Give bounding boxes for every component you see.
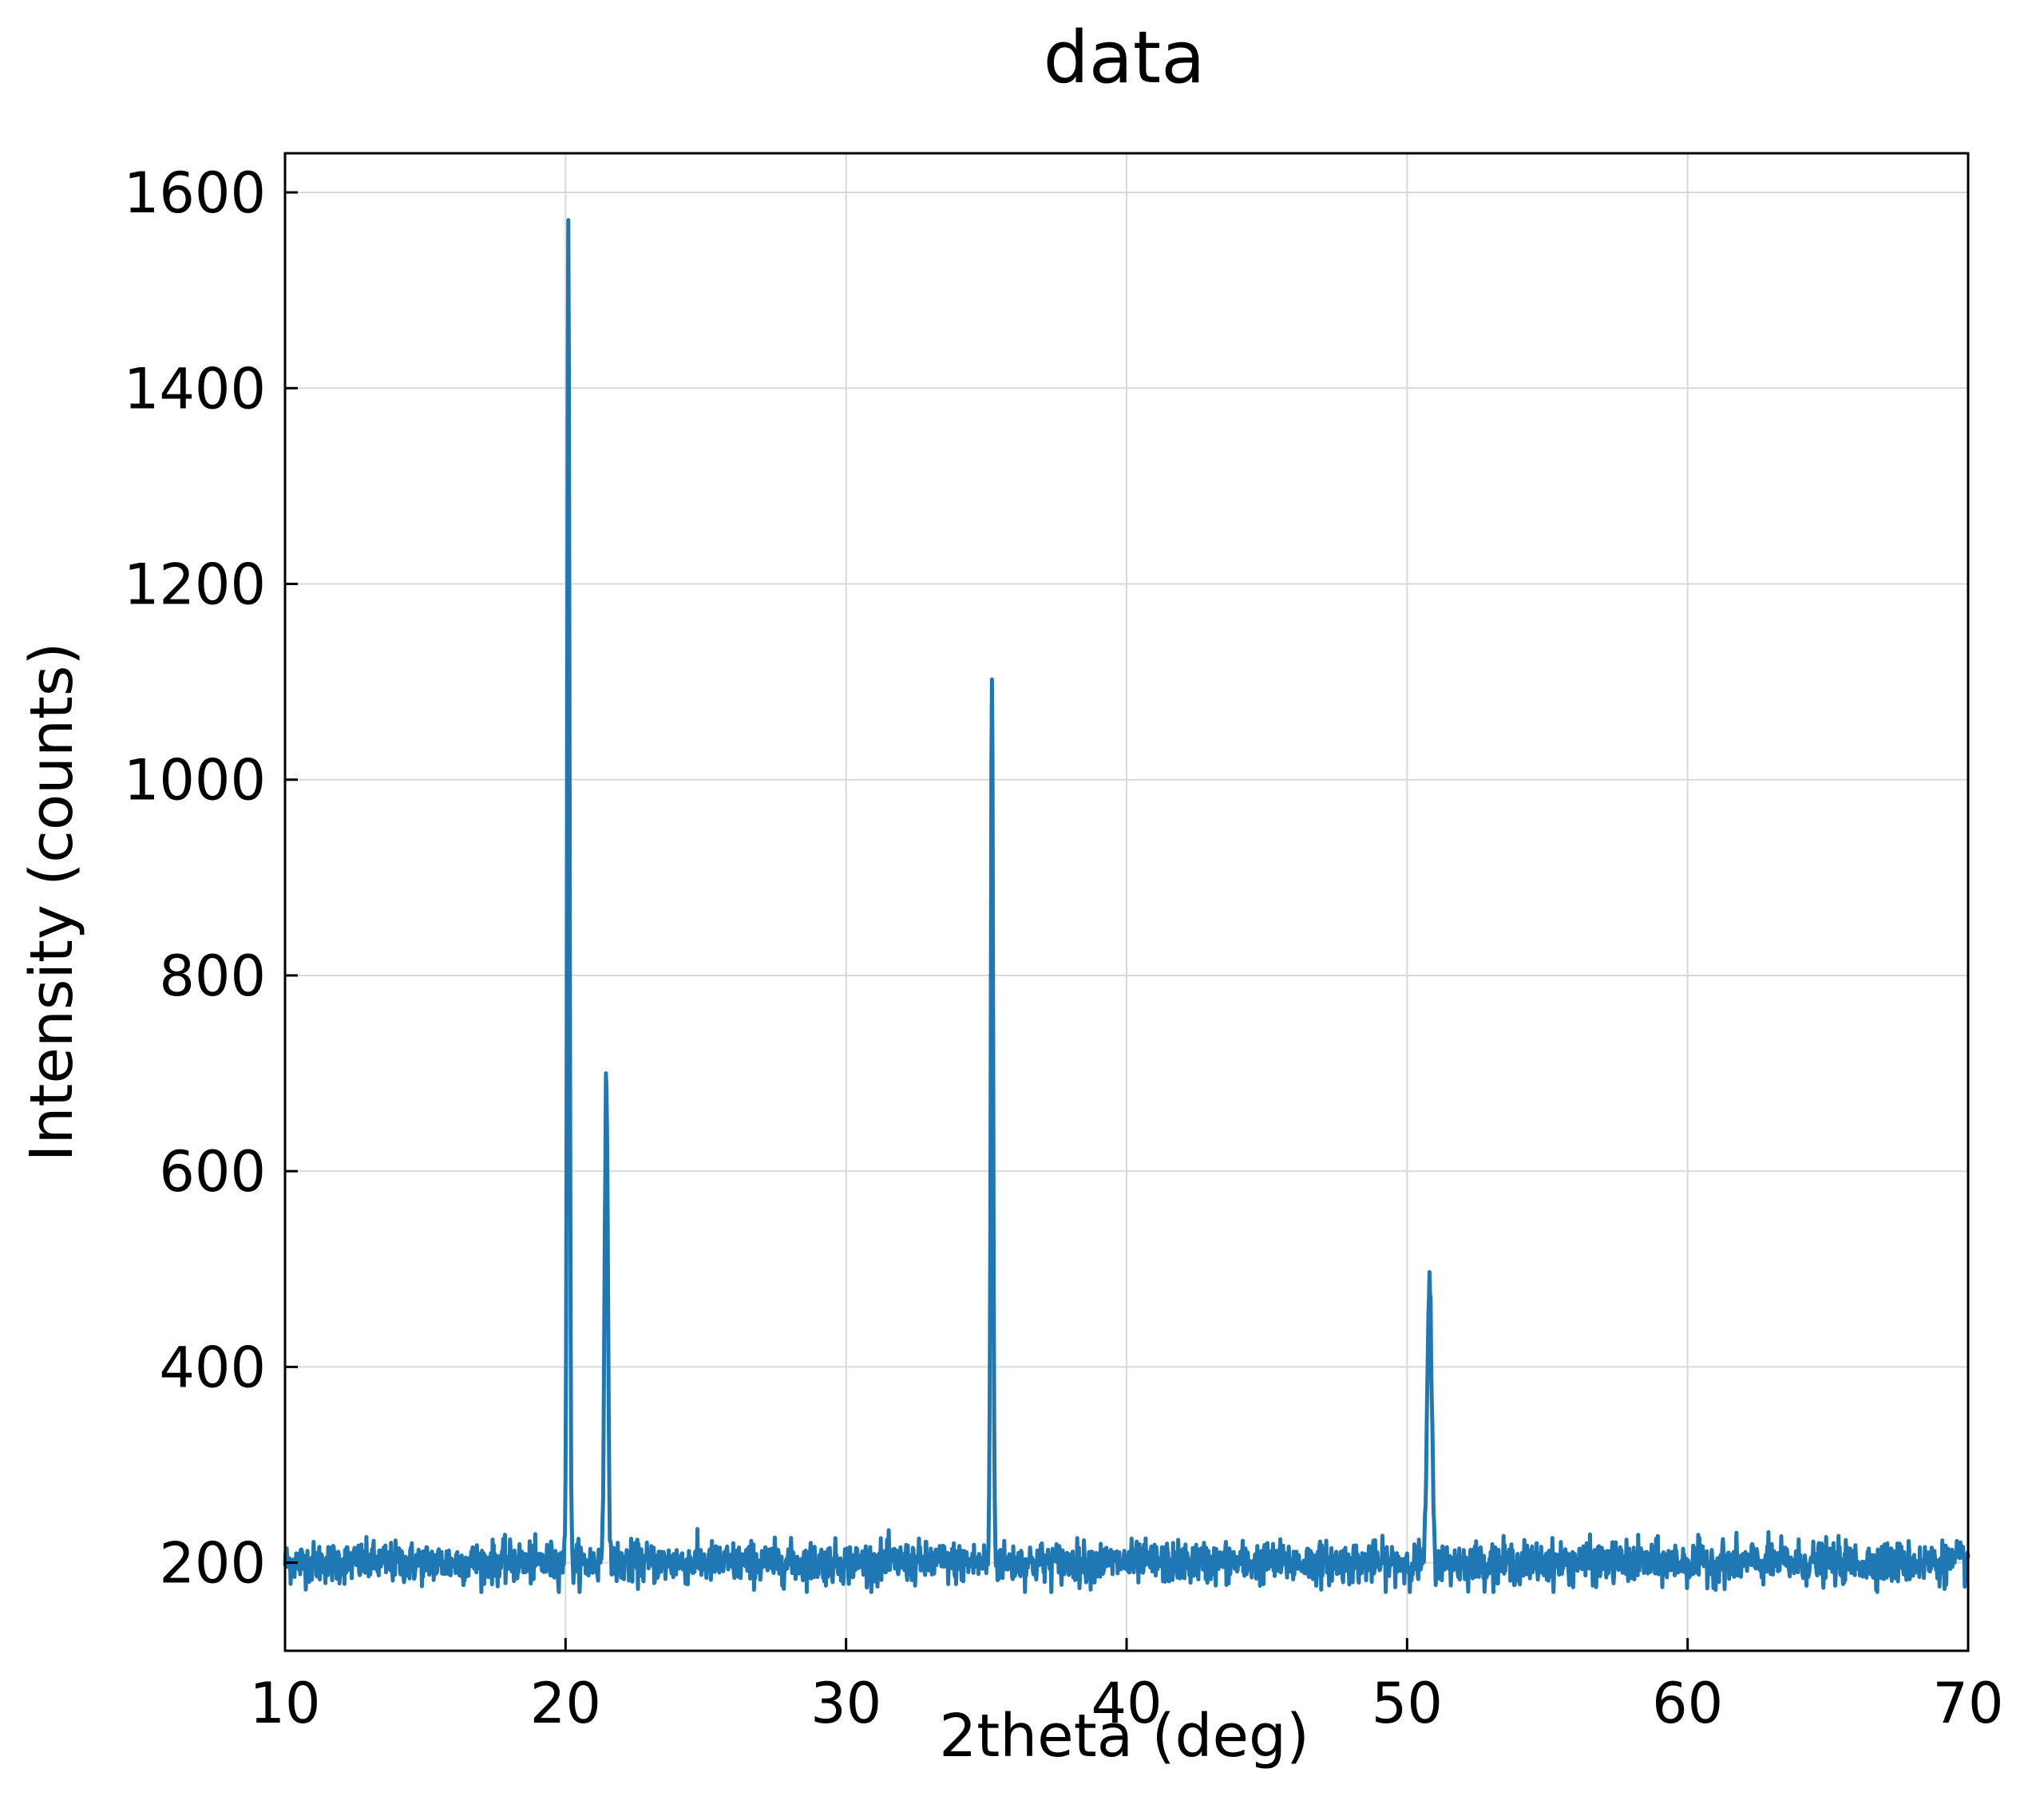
x-tick-label: 50 [1372,1671,1443,1736]
series-line [283,218,1971,1594]
x-tick-label: 70 [1932,1671,2003,1736]
y-tick-label: 1200 [124,552,266,618]
chart-title: data [1044,16,1206,100]
x-tick-label: 40 [1091,1671,1162,1736]
x-tick-label: 20 [530,1671,601,1736]
x-tick-label: 30 [810,1671,881,1736]
data-series [283,218,1971,1594]
y-tick-label: 800 [159,944,266,1009]
y-axis-label: Intensity (counts) [18,643,86,1162]
x-tick-label: 10 [249,1671,320,1736]
x-tick-label: 60 [1652,1671,1723,1736]
y-tick-label: 600 [159,1139,266,1205]
y-tick-label: 400 [159,1335,266,1400]
y-tick-label: 1400 [124,356,266,421]
y-tick-label: 1600 [124,160,266,226]
grid [284,153,1969,1651]
y-tick-label: 200 [159,1531,266,1596]
axis-ticks: 10 20 30 40 50 60 70 200 400 600 800 1000 1200 1400 16… [124,160,2004,1736]
y-tick-label: 1000 [124,748,266,813]
x-axis-label: 2theta (deg) [939,1702,1309,1771]
